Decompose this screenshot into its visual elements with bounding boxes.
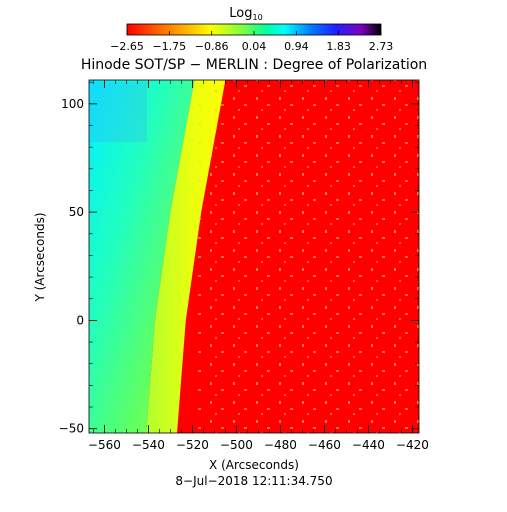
x-tick-label: −440 bbox=[352, 438, 385, 452]
colorbar-tick-label: −1.75 bbox=[152, 40, 186, 53]
x-axis-label: X (Arcseconds) bbox=[209, 458, 299, 472]
x-tick-label: −520 bbox=[176, 438, 209, 452]
x-axis: −560 −540 −520 −500 −480 −460 −440 −420 bbox=[88, 80, 429, 452]
x-tick-label: −460 bbox=[308, 438, 341, 452]
y-tick-label: 0 bbox=[76, 313, 84, 327]
colorbar-tick-label: 1.83 bbox=[326, 40, 351, 53]
x-tick-label: −480 bbox=[264, 438, 297, 452]
colorbar-label: Log10 bbox=[229, 6, 262, 22]
chart-title: Hinode SOT/SP − MERLIN : Degree of Polar… bbox=[81, 57, 427, 73]
x-tick-label: −560 bbox=[88, 438, 121, 452]
colorbar-tick-label: 2.73 bbox=[369, 40, 394, 53]
x-tick-label: −500 bbox=[220, 438, 253, 452]
colorbar-tick-label: 0.04 bbox=[242, 40, 267, 53]
disk-brightenings bbox=[195, 80, 419, 433]
x-tick-label: −420 bbox=[396, 438, 429, 452]
y-axis-label: Y (Arcseconds) bbox=[33, 212, 47, 302]
colorbar-tick-label: −2.65 bbox=[110, 40, 144, 53]
y-axis: −50 0 50 100 bbox=[59, 81, 419, 436]
y-tick-label: −50 bbox=[59, 422, 84, 436]
off-limb-region bbox=[89, 80, 195, 433]
timestamp: 8−Jul−2018 12:11:34.750 bbox=[175, 474, 332, 488]
plot-frame bbox=[88, 79, 420, 434]
colorbar-tick-label: −0.86 bbox=[195, 40, 229, 53]
colorbar-tick-label: 0.94 bbox=[284, 40, 309, 53]
heatmap-image bbox=[89, 80, 419, 433]
y-tick-label: 50 bbox=[69, 205, 84, 219]
off-limb-noise bbox=[89, 82, 147, 142]
x-tick-label: −540 bbox=[132, 438, 165, 452]
colorbar-ticks: −2.65 −1.75 −0.86 0.04 0.94 1.83 2.73 bbox=[110, 31, 393, 53]
y-tick-label: 100 bbox=[61, 97, 84, 111]
